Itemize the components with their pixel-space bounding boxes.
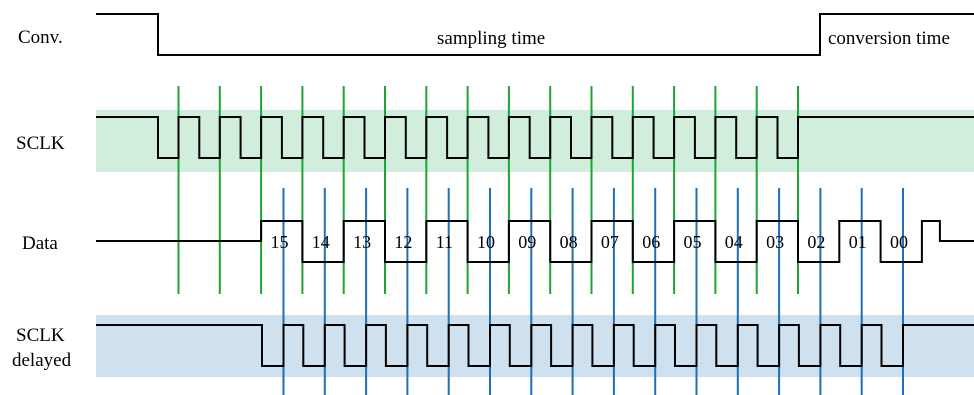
- data-bit-label: 01: [849, 232, 867, 252]
- sclk-band: [96, 110, 974, 172]
- data-bit-label: 12: [394, 232, 412, 252]
- data-bit-label: 02: [807, 232, 825, 252]
- data-bit-label: 13: [353, 232, 371, 252]
- conv-waveform: [96, 13, 974, 56]
- conv-label: Conv.: [18, 27, 63, 48]
- sclk-label: SCLK: [16, 133, 65, 154]
- data-bit-label: 03: [766, 232, 784, 252]
- sclk-delayed-label-line1: SCLK: [16, 325, 65, 346]
- data-bit-label: 08: [560, 232, 578, 252]
- sampling-time-label: sampling time: [437, 28, 545, 49]
- data-label: Data: [22, 233, 58, 254]
- sclk-delayed-waveform: [96, 324, 974, 367]
- data-bit-label: 09: [518, 232, 536, 252]
- data-bit-label: 15: [271, 232, 289, 252]
- sclk-waveform: [96, 116, 974, 159]
- data-bit-label: 07: [601, 232, 619, 252]
- data-bit-label: 05: [684, 232, 702, 252]
- data-bit-label: 11: [436, 232, 453, 252]
- data-bit-label: 00: [890, 232, 908, 252]
- data-waveform: [96, 220, 974, 263]
- data-bit-labels: 15 14 13 12 11 10 09 08 07 06 05 04 03 02 01 00: [271, 232, 909, 252]
- sclk-delayed-label-line2: delayed: [12, 350, 72, 371]
- data-bit-label: 14: [312, 232, 330, 252]
- data-bit-label: 06: [642, 232, 660, 252]
- data-bit-label: 10: [477, 232, 495, 252]
- conversion-time-label: conversion time: [828, 28, 950, 49]
- data-bit-label: 04: [725, 232, 743, 252]
